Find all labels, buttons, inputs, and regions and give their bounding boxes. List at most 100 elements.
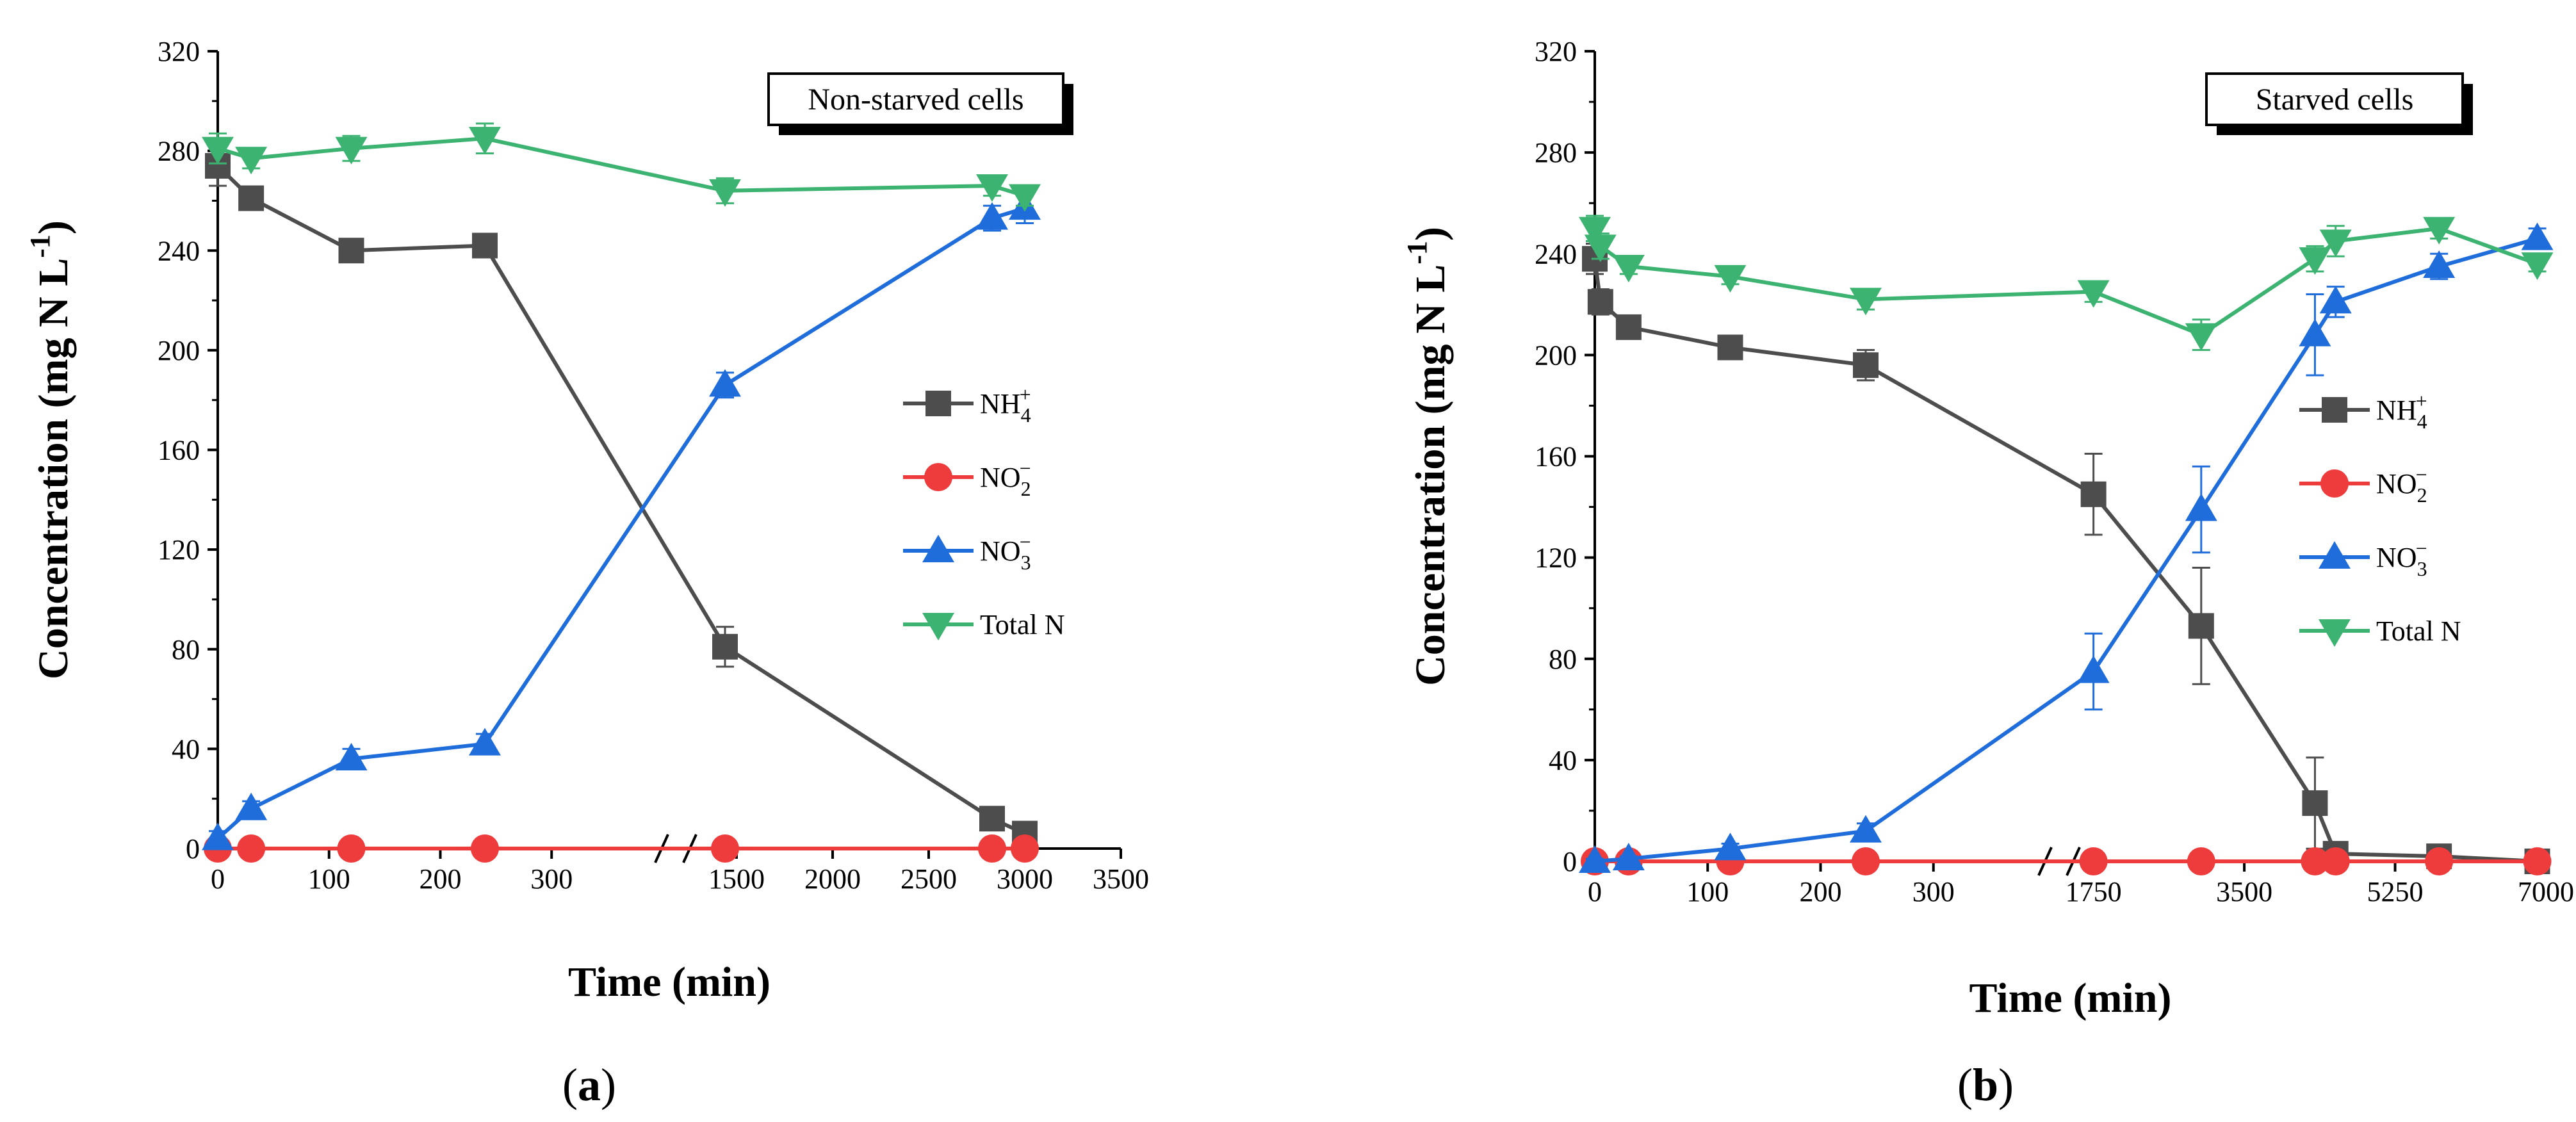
x-axis-label: Time (min) bbox=[568, 959, 770, 1005]
y-tick-label: 0 bbox=[1563, 846, 1577, 877]
y-tick-label: 120 bbox=[1535, 542, 1577, 574]
data-point bbox=[1714, 264, 1747, 293]
data-point bbox=[1852, 847, 1880, 875]
x-tick-label: 100 bbox=[1686, 876, 1729, 907]
data-point bbox=[338, 238, 364, 264]
data-point bbox=[712, 633, 738, 660]
data-point bbox=[2188, 613, 2214, 639]
data-point bbox=[238, 185, 265, 211]
y-tick-label: 320 bbox=[158, 36, 200, 67]
data-point bbox=[1853, 352, 1879, 378]
data-point bbox=[978, 834, 1006, 863]
data-point bbox=[2077, 655, 2110, 683]
data-point bbox=[1850, 815, 1882, 843]
title-box: Non-starved cells bbox=[767, 72, 1073, 135]
data-point bbox=[2425, 847, 2454, 875]
data-point bbox=[1009, 184, 1041, 212]
legend-label: NO3− bbox=[980, 530, 1031, 574]
series-line bbox=[216, 164, 1026, 836]
legend-label: NH4+ bbox=[980, 383, 1031, 427]
legend-item: Total N bbox=[2299, 615, 2461, 647]
data-point bbox=[202, 136, 234, 165]
data-point bbox=[2423, 250, 2456, 279]
legend-marker bbox=[922, 613, 954, 640]
data-point bbox=[2423, 216, 2456, 245]
data-point bbox=[1615, 314, 1642, 340]
series-line bbox=[217, 136, 1025, 198]
data-point bbox=[1579, 216, 1611, 245]
x-tick-label: 3500 bbox=[2216, 876, 2272, 907]
series-line bbox=[1594, 236, 2538, 863]
data-point bbox=[235, 147, 268, 175]
data-point bbox=[1717, 334, 1743, 361]
title-box-frame bbox=[2205, 72, 2464, 126]
data-point bbox=[471, 834, 499, 863]
y-tick-label: 240 bbox=[1535, 238, 1577, 270]
x-tick-label: 1750 bbox=[2066, 876, 2122, 907]
data-point bbox=[1579, 845, 1611, 873]
data-point bbox=[1850, 288, 1882, 316]
x-tick-label: 3500 bbox=[1093, 863, 1149, 895]
data-point bbox=[472, 232, 498, 259]
data-point bbox=[2299, 247, 2331, 275]
x-tick-label: 200 bbox=[1800, 876, 1842, 907]
data-point bbox=[976, 174, 1008, 202]
data-point bbox=[1584, 234, 1617, 263]
data-point bbox=[2077, 280, 2110, 308]
legend-marker bbox=[2320, 469, 2349, 498]
y-tick-label: 240 bbox=[158, 235, 200, 266]
data-point bbox=[337, 834, 366, 863]
x-tick-label: 100 bbox=[308, 863, 350, 895]
x-tick-label: 5250 bbox=[2367, 876, 2424, 907]
y-tick-label: 320 bbox=[1535, 36, 1577, 67]
series-total-n bbox=[202, 122, 1041, 212]
y-tick-label: 160 bbox=[1535, 441, 1577, 473]
data-point bbox=[709, 179, 741, 207]
y-tick-label: 160 bbox=[158, 435, 200, 466]
chart-title: Non-starved cells bbox=[808, 83, 1023, 117]
legend-marker bbox=[925, 391, 951, 416]
data-point bbox=[709, 369, 741, 397]
data-point bbox=[2187, 847, 2215, 875]
legend-item: NH4+ bbox=[903, 383, 1031, 427]
data-point bbox=[2301, 847, 2329, 875]
data-point bbox=[2319, 229, 2352, 257]
series-line bbox=[216, 206, 1025, 840]
x-tick-label: 200 bbox=[420, 863, 462, 895]
data-point bbox=[2080, 481, 2107, 507]
title-box-frame bbox=[767, 72, 1064, 126]
data-point bbox=[2185, 323, 2217, 351]
legend-label: Total N bbox=[980, 609, 1065, 640]
data-point bbox=[2079, 847, 2108, 875]
data-point bbox=[2299, 318, 2331, 346]
series-no2- bbox=[204, 834, 1039, 863]
x-tick-label: 300 bbox=[530, 863, 573, 895]
data-point bbox=[1612, 255, 1645, 283]
x-tick-label: 0 bbox=[211, 863, 225, 895]
legend: NH4+ NO2− NO3− Total N bbox=[903, 383, 1065, 640]
data-point bbox=[2523, 847, 2552, 875]
series-nh4- bbox=[205, 145, 1038, 847]
panel-b: 0 40 80 120 160 200 240 280 320 0 100 200 300 1750 350… bbox=[1401, 36, 2574, 1110]
y-tick-label: 0 bbox=[186, 833, 200, 865]
legend-item: Total N bbox=[903, 609, 1065, 640]
data-point bbox=[469, 728, 501, 756]
legend-label: NO2− bbox=[2376, 463, 2427, 507]
y-tick-label: 200 bbox=[1535, 339, 1577, 371]
legend-item: NO2− bbox=[903, 457, 1031, 500]
data-point bbox=[1011, 834, 1039, 863]
legend-marker bbox=[922, 535, 954, 562]
legend-item: NO3− bbox=[2299, 537, 2427, 580]
panel-label: (a) bbox=[562, 1059, 616, 1110]
series-total-n bbox=[1579, 215, 2554, 351]
y-tick-label: 80 bbox=[1549, 644, 1577, 675]
data-point bbox=[235, 792, 268, 820]
y-tick-label: 280 bbox=[158, 136, 200, 167]
data-point bbox=[1714, 833, 1747, 861]
x-tick-label: 1500 bbox=[708, 863, 765, 895]
data-point bbox=[2302, 790, 2328, 817]
y-tick-label: 280 bbox=[1535, 137, 1577, 168]
data-point bbox=[202, 822, 234, 850]
data-point bbox=[2521, 252, 2554, 280]
legend-marker bbox=[924, 463, 952, 491]
